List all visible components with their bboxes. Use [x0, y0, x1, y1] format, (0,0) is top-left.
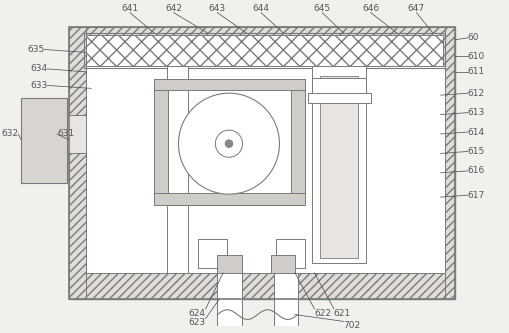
Text: 702: 702 [343, 321, 360, 330]
Text: 631: 631 [57, 130, 74, 139]
Circle shape [224, 140, 233, 148]
Text: 642: 642 [165, 4, 182, 13]
Text: 612: 612 [467, 89, 484, 98]
Text: 632: 632 [1, 130, 18, 139]
Bar [312, 66, 365, 263]
Text: 614: 614 [467, 128, 484, 137]
Text: 613: 613 [467, 108, 484, 117]
Bar [275, 239, 304, 268]
Text: 60: 60 [467, 33, 478, 42]
Bar [84, 33, 444, 68]
Text: 641: 641 [121, 4, 138, 13]
Bar [86, 273, 445, 299]
Text: 615: 615 [467, 147, 484, 156]
Bar [69, 27, 86, 299]
Text: 634: 634 [30, 64, 47, 74]
Text: 633: 633 [30, 81, 47, 90]
Bar [307, 93, 370, 103]
Text: 622: 622 [314, 309, 331, 318]
Text: 647: 647 [407, 4, 424, 13]
Text: 617: 617 [467, 191, 484, 200]
Circle shape [215, 130, 242, 157]
Bar [154, 79, 304, 205]
Text: 623: 623 [188, 318, 205, 327]
Bar [166, 66, 188, 273]
Bar [445, 27, 455, 299]
Text: 644: 644 [252, 4, 269, 13]
Bar [86, 35, 442, 66]
Bar [86, 66, 445, 273]
Bar [197, 239, 227, 268]
Bar [217, 273, 241, 326]
Bar [291, 79, 304, 205]
Text: 610: 610 [467, 52, 484, 61]
Bar [217, 255, 241, 273]
Bar [312, 78, 365, 95]
Text: 616: 616 [467, 166, 484, 175]
Circle shape [178, 93, 279, 194]
Bar [154, 79, 304, 90]
Text: 611: 611 [467, 67, 484, 76]
Text: 635: 635 [27, 45, 44, 54]
Bar [86, 27, 445, 35]
Bar [67, 115, 86, 154]
Text: 621: 621 [333, 309, 350, 318]
Bar [154, 79, 167, 205]
Bar [69, 27, 455, 299]
Text: 645: 645 [313, 4, 330, 13]
Bar [273, 273, 297, 326]
Bar [270, 255, 294, 273]
Bar [320, 76, 357, 258]
Text: 646: 646 [361, 4, 379, 13]
Bar [154, 193, 304, 205]
Text: 624: 624 [188, 309, 205, 318]
Text: 643: 643 [208, 4, 225, 13]
Bar [69, 27, 455, 299]
Bar [21, 98, 67, 182]
